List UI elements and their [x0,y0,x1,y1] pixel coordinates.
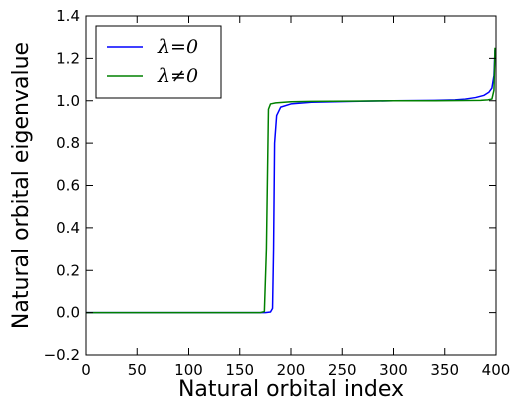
x-tick-label: 100 [174,361,203,379]
x-tick-label: 200 [277,361,306,379]
y-tick-label: 0.6 [56,177,80,195]
x-tick-label: 400 [482,361,511,379]
x-tick-label: 350 [430,361,459,379]
x-axis-label: Natural orbital index [178,377,404,402]
legend-label-lambda-zero: λ=0 [157,36,198,58]
x-tick-label: 0 [81,361,91,379]
y-tick-label: 1.2 [56,49,80,67]
tick-layer: 0 50 100 150 200 250 300 350 400 −0.2 0.0 0.2 0.4 0.6… [44,7,511,379]
y-tick-label: 0.8 [56,134,80,152]
y-tick-label: −0.2 [44,346,80,364]
y-tick-label: 0.0 [56,304,80,322]
y-tick-label: 1.4 [56,7,80,25]
y-axis-label: Natural orbital eigenvalue [9,42,34,329]
x-tick-label: 300 [379,361,408,379]
legend: λ=0 λ≠0 [95,25,222,99]
legend-box [95,25,222,99]
plot-frame [85,15,497,356]
legend-label-lambda-nonzero: λ≠0 [157,65,198,87]
y-tick-label: 0.2 [56,261,80,279]
y-tick-label: 1.0 [56,92,80,110]
x-tick-label: 150 [225,361,254,379]
x-tick-label: 50 [128,361,147,379]
series-line-lambda-nonzero [86,47,496,314]
series-layer [86,47,496,314]
x-tick-label: 250 [328,361,357,379]
y-tick-label: 0.4 [56,219,80,237]
